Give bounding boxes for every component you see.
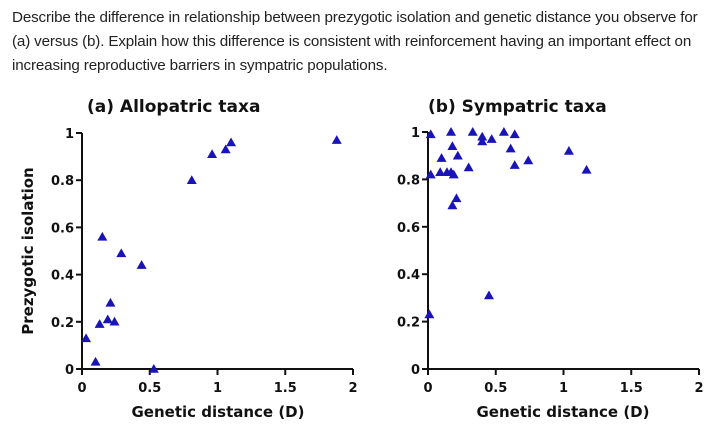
x-tick-label: 0 — [423, 381, 432, 396]
data-point — [220, 144, 231, 154]
y-tick-label: 0 — [65, 363, 74, 378]
question-text: Describe the difference in relationship … — [12, 9, 698, 74]
data-point — [563, 145, 574, 155]
chart-sympatric: (b) Sympatric taxa Genetic distance (D) … — [397, 97, 704, 421]
data-point — [207, 149, 218, 158]
x-axis-label: Genetic distance (D) — [477, 403, 650, 421]
data-point — [581, 164, 592, 174]
chart-title: (a) Allopatric taxa — [87, 97, 260, 117]
data-point — [435, 167, 446, 177]
data-point — [452, 150, 463, 160]
data-point — [467, 127, 478, 136]
x-tick-label: 1 — [213, 381, 222, 396]
axes: 0 0.2 0.4 0.6 0.8 1 0 0.5 1 1.5 2 — [51, 127, 358, 396]
data-point — [447, 200, 458, 210]
data-point — [498, 127, 509, 136]
data-point — [447, 141, 458, 150]
chart-title: (b) Sympatric taxa — [428, 97, 607, 117]
data-point — [486, 134, 497, 143]
data-point — [424, 309, 435, 319]
data-point — [109, 316, 120, 326]
y-tick-label: 0 — [411, 363, 420, 378]
data-point — [425, 169, 436, 179]
data-point — [446, 127, 457, 136]
x-tick-label: 1.5 — [274, 381, 297, 396]
data-point — [116, 248, 127, 258]
x-tick-label: 0.5 — [484, 381, 507, 396]
data-point — [81, 333, 92, 343]
x-tick-label: 0.5 — [138, 381, 161, 396]
data-point — [90, 356, 101, 366]
data-point — [477, 131, 488, 141]
y-tick-label: 1 — [411, 126, 420, 141]
y-tick-label: 0.4 — [51, 269, 74, 284]
data-points — [424, 127, 592, 319]
data-point — [102, 314, 113, 324]
y-tick-label: 0.4 — [397, 268, 420, 283]
data-point — [483, 290, 494, 300]
y-tick-label: 0.8 — [51, 174, 74, 189]
data-point — [136, 260, 147, 269]
y-tick-label: 1 — [65, 127, 74, 142]
data-point — [226, 137, 237, 147]
data-point — [448, 169, 459, 179]
data-point — [509, 160, 520, 169]
data-point — [105, 297, 116, 307]
x-axis-label: Genetic distance (D) — [132, 403, 305, 421]
y-tick-label: 0.6 — [51, 221, 74, 236]
data-point — [148, 364, 159, 373]
data-point — [436, 153, 447, 162]
y-axis-label: Prezygotic isolation — [19, 167, 37, 334]
data-point — [331, 135, 342, 144]
data-point — [451, 193, 462, 203]
y-tick-label: 0.2 — [51, 316, 74, 331]
x-tick-label: 2 — [348, 381, 357, 396]
data-point — [97, 231, 108, 241]
data-point — [186, 175, 197, 184]
data-point — [94, 319, 105, 328]
data-point — [463, 162, 474, 172]
chart-allopatric: (a) Allopatric taxa Prezygotic isolation… — [19, 97, 358, 421]
data-point — [523, 155, 534, 165]
data-point — [509, 129, 520, 139]
data-point — [477, 136, 488, 146]
x-tick-label: 1 — [559, 381, 568, 396]
data-point — [505, 143, 516, 153]
data-point — [425, 129, 436, 139]
axes: 0 0.2 0.4 0.6 0.8 1 0 0.5 1 1.5 2 — [397, 126, 704, 396]
x-tick-label: 0 — [77, 381, 86, 396]
y-tick-label: 0.2 — [397, 316, 420, 331]
x-tick-label: 1.5 — [620, 381, 643, 396]
data-points — [81, 135, 342, 373]
y-tick-label: 0.6 — [397, 221, 420, 236]
y-tick-label: 0.8 — [397, 173, 420, 188]
x-tick-label: 2 — [694, 381, 703, 396]
